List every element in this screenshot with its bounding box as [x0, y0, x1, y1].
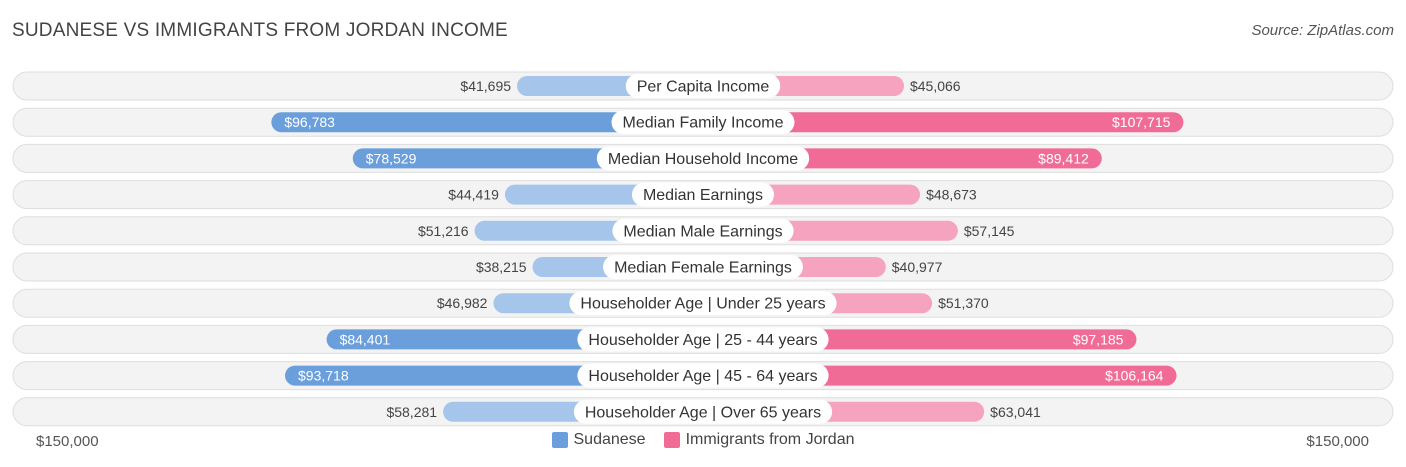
bar-sudanese — [271, 112, 703, 133]
legend: Sudanese Immigrants from Jordan — [0, 431, 1406, 449]
value-label-jordan: $51,370 — [938, 295, 989, 311]
category-pill — [596, 146, 810, 171]
value-label-jordan: $107,715 — [1112, 114, 1171, 130]
value-label-sudanese: $96,783 — [284, 114, 335, 130]
value-label-sudanese: $41,695 — [460, 78, 511, 94]
category-label: Householder Age | Under 25 years — [580, 296, 825, 313]
value-label-jordan: $106,164 — [1105, 368, 1164, 384]
category-pill — [612, 218, 794, 243]
category-pill — [577, 327, 829, 352]
chart-title: SUDANESE VS IMMIGRANTS FROM JORDAN INCOM… — [12, 20, 508, 41]
chart-row: $84,401 $97,185 Householder Age | 25 - 44 … — [12, 324, 1394, 354]
axis-right-label: $150,000 — [1306, 433, 1369, 450]
value-label-sudanese: $84,401 — [340, 331, 391, 347]
category-pill — [625, 74, 781, 98]
legend-item-jordan: Immigrants from Jordan — [663, 431, 855, 449]
chart-row: $58,281 $63,041 Householder Age | Over 65 … — [12, 397, 1394, 427]
value-label-jordan: $97,185 — [1073, 331, 1124, 347]
chart-row: $44,419 $48,673 Median Earnings — [12, 180, 1394, 210]
category-pill — [631, 182, 775, 207]
category-label: Median Earnings — [643, 187, 763, 204]
value-label-sudanese: $38,215 — [476, 259, 527, 275]
category-pill — [603, 255, 803, 279]
value-label-jordan: $40,977 — [892, 259, 943, 275]
value-label-jordan: $48,673 — [926, 187, 977, 203]
income-comparison-chart: $41,695 $45,066 Per Capita Income $96,783 $1… — [12, 71, 1394, 427]
value-label-sudanese: $46,982 — [437, 295, 488, 311]
chart-row: $41,695 $45,066 Per Capita Income — [12, 71, 1394, 101]
category-label: Householder Age | 25 - 44 years — [588, 332, 817, 349]
chart-source: Source: ZipAtlas.com — [1251, 22, 1394, 39]
value-label-sudanese: $44,419 — [448, 187, 499, 203]
category-label: Householder Age | 45 - 64 years — [588, 368, 817, 385]
category-pill — [611, 110, 795, 135]
category-pill — [577, 363, 829, 388]
legend-swatch-sudanese — [551, 432, 568, 448]
chart-row: $78,529 $89,412 Median Household Income — [12, 143, 1394, 173]
value-label-sudanese: $51,216 — [418, 223, 469, 239]
chart-row: $93,718 $106,164 Householder Age | 45 - 64… — [12, 361, 1394, 391]
legend-item-sudanese: Sudanese — [551, 431, 646, 449]
category-label: Householder Age | Over 65 years — [585, 404, 821, 421]
value-label-jordan: $45,066 — [910, 78, 961, 94]
category-pill — [569, 291, 837, 316]
category-pill — [573, 399, 833, 424]
category-label: Median Male Earnings — [623, 223, 782, 240]
category-label: Median Household Income — [608, 151, 798, 168]
category-label: Median Family Income — [623, 115, 784, 132]
legend-label-jordan: Immigrants from Jordan — [685, 431, 855, 448]
chart-row: $51,216 $57,145 Median Male Earnings — [12, 216, 1394, 246]
chart-row: $38,215 $40,977 Median Female Earnings — [12, 252, 1394, 282]
legend-label-sudanese: Sudanese — [573, 431, 646, 448]
value-label-jordan: $57,145 — [964, 223, 1015, 239]
value-label-sudanese: $93,718 — [298, 368, 349, 384]
category-label: Per Capita Income — [637, 79, 770, 96]
value-label-sudanese: $58,281 — [386, 404, 437, 420]
value-label-jordan: $89,412 — [1038, 150, 1089, 166]
category-label: Median Female Earnings — [614, 260, 792, 277]
legend-swatch-jordan — [663, 432, 680, 448]
bar-jordan — [703, 112, 1184, 133]
axis-left-label: $150,000 — [36, 433, 99, 450]
value-label-sudanese: $78,529 — [366, 150, 417, 166]
chart-row: $46,982 $51,370 Householder Age | Under 25… — [12, 288, 1394, 318]
value-label-jordan: $63,041 — [990, 404, 1041, 420]
chart-row: $96,783 $107,715 Median Family Income — [12, 107, 1394, 137]
